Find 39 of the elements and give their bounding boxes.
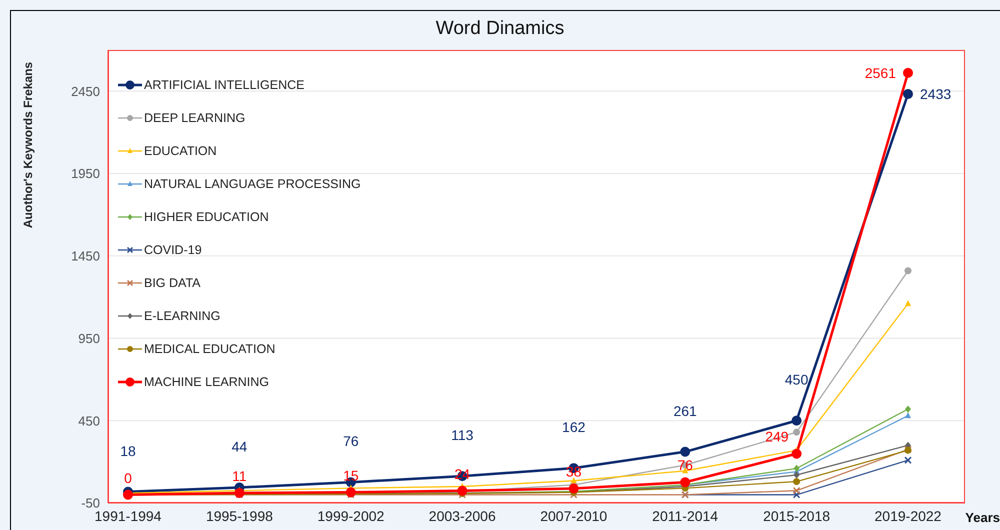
legend-label: EDUCATION (144, 144, 217, 158)
data-label: 113 (451, 427, 474, 444)
data-label: 0 (124, 470, 132, 486)
data-label: 162 (562, 419, 586, 436)
y-tick-label: 1950 (71, 166, 100, 182)
x-tick-label: 2007-2010 (540, 508, 608, 524)
data-label: 15 (343, 467, 359, 484)
y-tick-label: 950 (78, 330, 100, 346)
x-tick-label: 2019-2022 (874, 508, 942, 524)
x-tick-label: 2015-2018 (763, 508, 830, 524)
x-axis-title: Years (965, 510, 1000, 525)
legend-label: DEEP LEARNING (144, 110, 246, 124)
legend-label: MEDICAL EDUCATION (144, 342, 276, 356)
data-label: 11 (232, 468, 247, 484)
legend-label: E-LEARNING (144, 308, 220, 322)
legend-label: MACHINE LEARNING (144, 374, 270, 388)
data-label: 44 (232, 438, 248, 455)
data-label: 249 (765, 428, 789, 445)
data-label: 18 (120, 442, 136, 459)
data-label: 2561 (864, 64, 896, 81)
legend-label: COVID-19 (144, 242, 202, 256)
x-tick-label: 1995-1998 (206, 508, 274, 524)
data-label: 261 (673, 402, 698, 419)
data-label: 2433 (920, 86, 952, 102)
x-tick-label: 2003-2006 (428, 508, 496, 524)
legend-label: NATURAL LANGUAGE PROCESSING (144, 176, 361, 190)
data-label: 76 (343, 433, 359, 450)
legend-label: BIG DATA (144, 276, 200, 290)
y-tick-label: 450 (78, 413, 100, 428)
legend-label: ARTIFICIAL INTELLIGENCE (144, 78, 304, 92)
y-tick-label: 1450 (71, 248, 100, 264)
data-label: 450 (784, 372, 808, 388)
chart-title: Word Dinamics (434, 18, 566, 40)
y-axis-title: Auothor's Keywords Frekans (21, 62, 35, 228)
x-tick-label: 1999-2002 (317, 508, 385, 524)
x-tick-label: 2011-2014 (652, 508, 718, 524)
y-tick-label: 2450 (71, 84, 100, 99)
data-label: 76 (677, 457, 694, 474)
legend-label: HIGHER EDUCATION (144, 210, 269, 224)
